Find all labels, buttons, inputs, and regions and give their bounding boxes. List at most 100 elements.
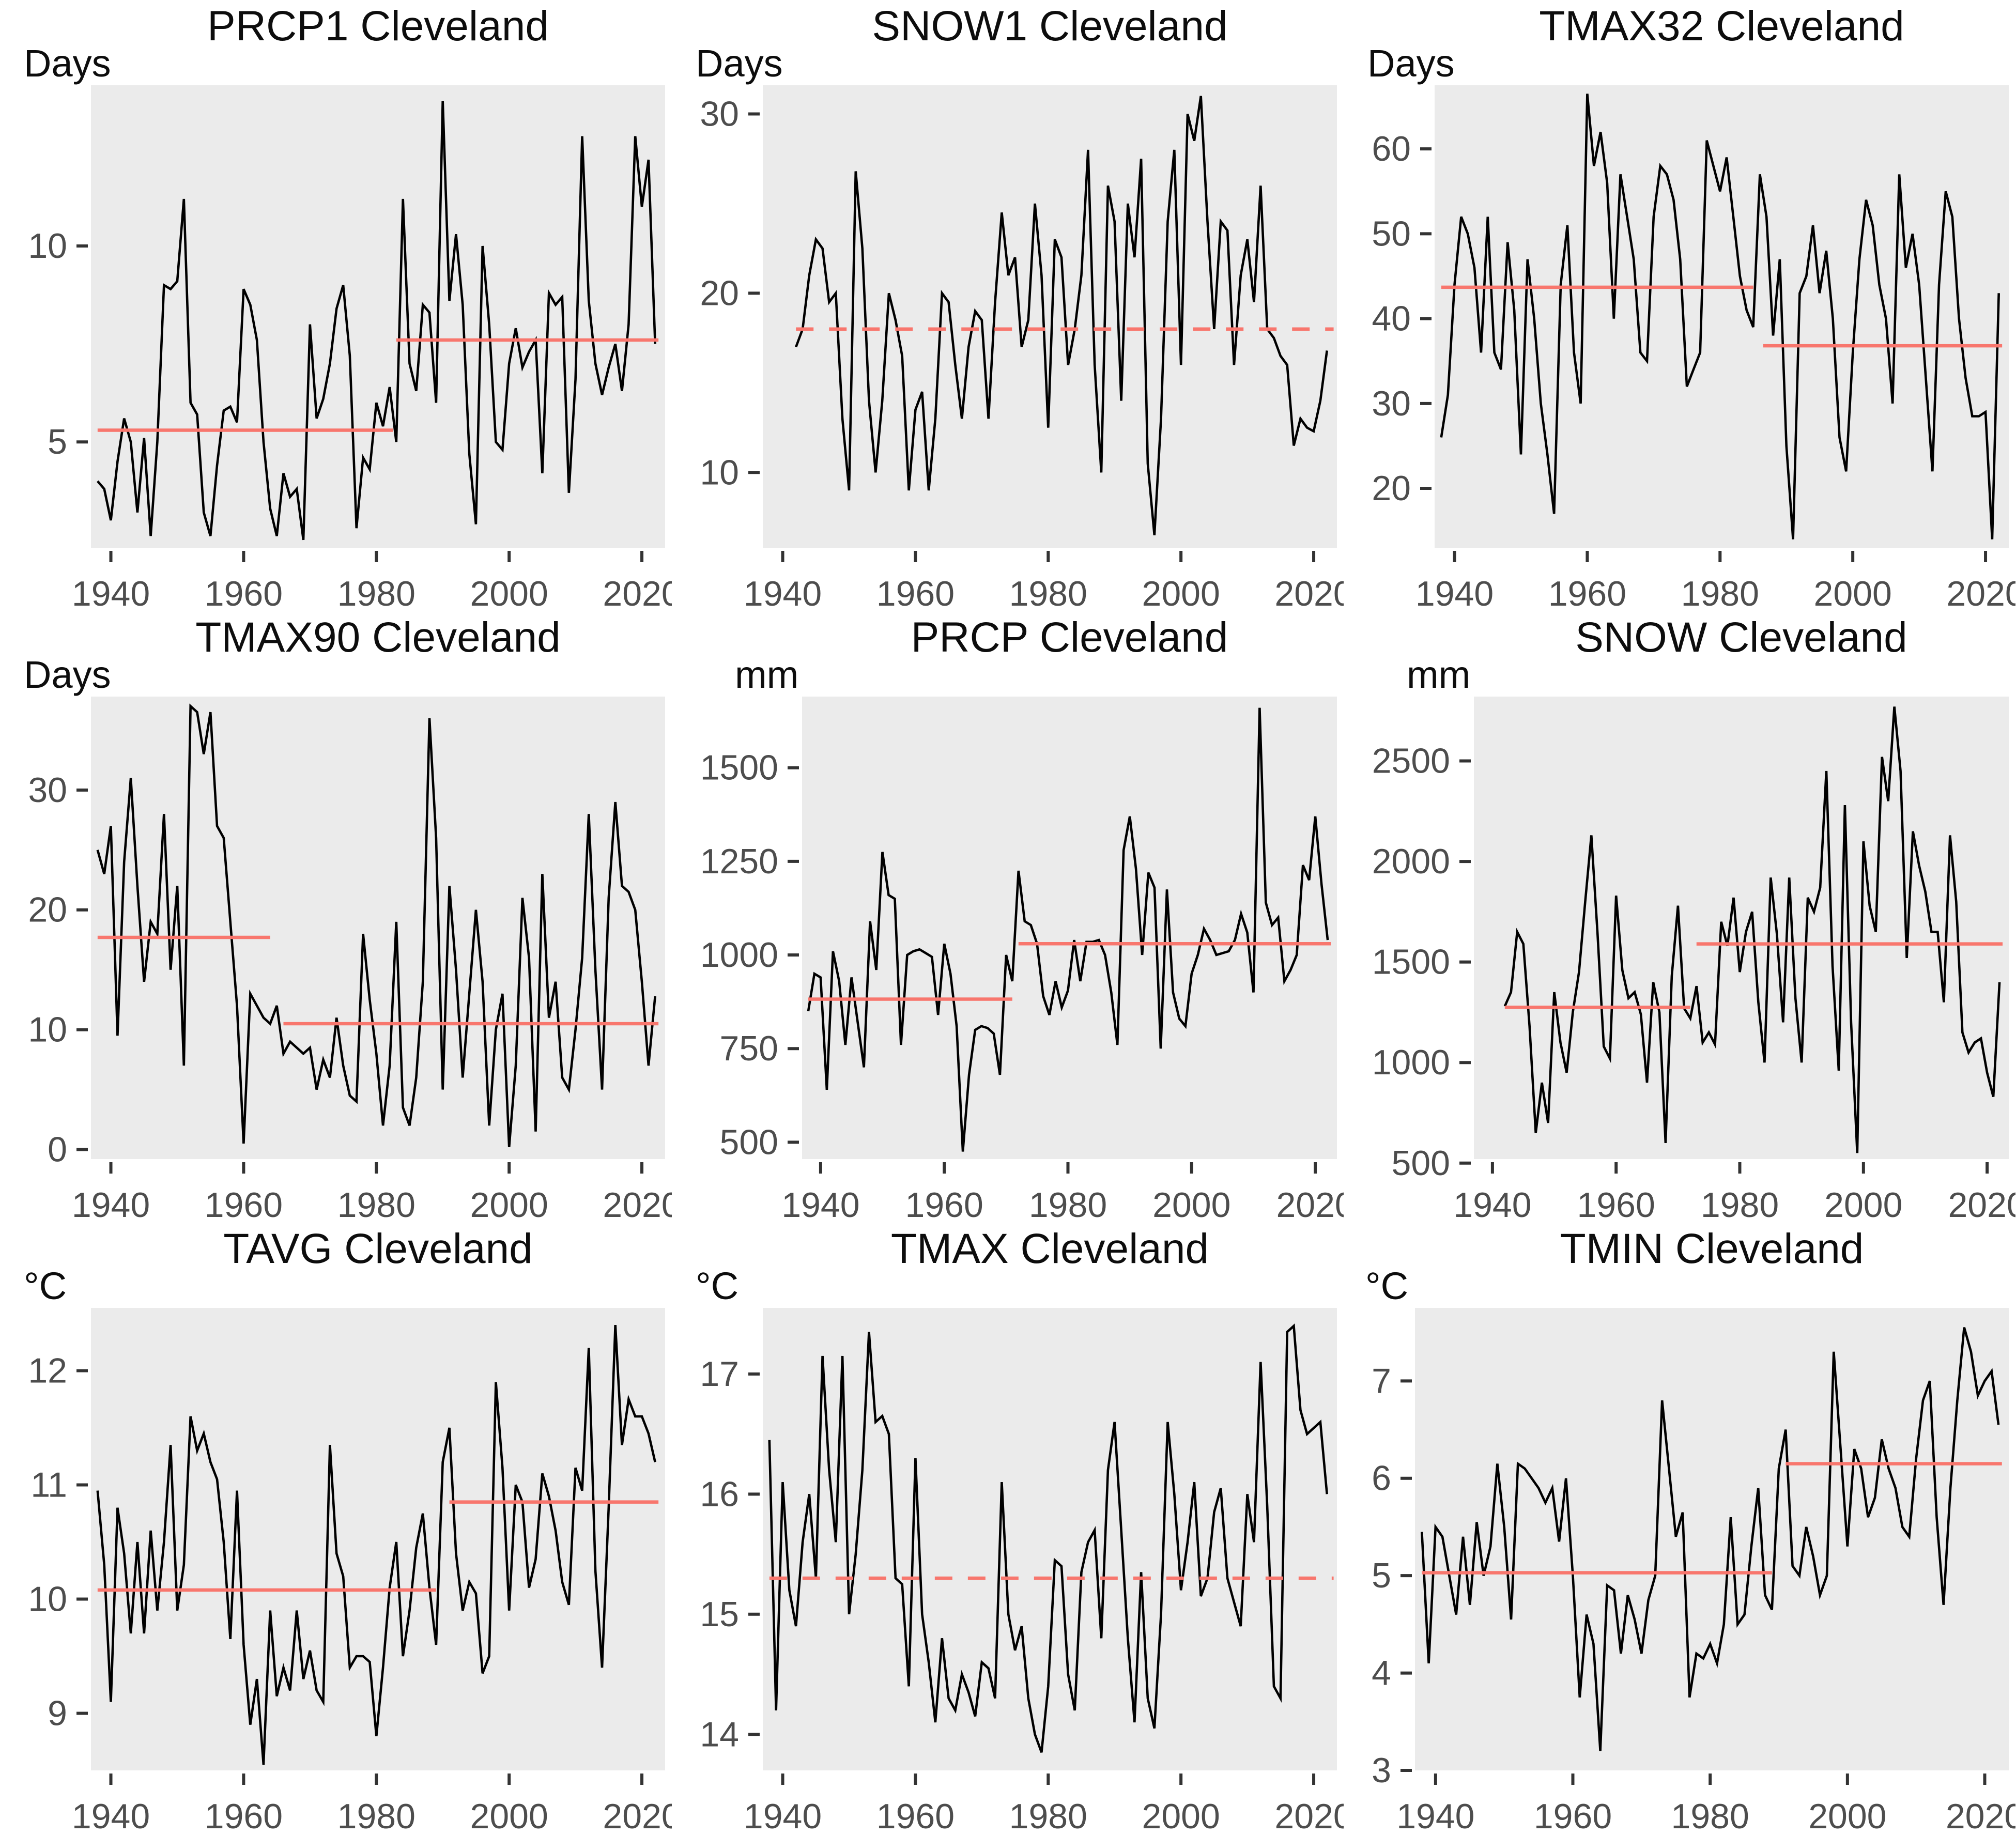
y-axis-unit-label: °C xyxy=(1365,1265,1408,1307)
x-tick-label: 2020 xyxy=(603,1185,672,1223)
chart-panel-prcp1: PRCP1 Cleveland Days 5 10 1940 1960 1980 2000 20… xyxy=(0,0,672,611)
y-tick-label: 50 xyxy=(1372,214,1411,253)
y-tick-label: 20 xyxy=(28,890,67,930)
panel-title: TMIN Cleveland xyxy=(1560,1225,1864,1272)
plot-area xyxy=(802,697,1337,1159)
y-axis-unit-label: °C xyxy=(24,1265,67,1307)
y-tick-label: 6 xyxy=(1372,1459,1391,1498)
y-axis-unit-label: mm xyxy=(735,653,798,696)
x-tick-label: 1940 xyxy=(781,1185,859,1223)
y-tick-label: 2000 xyxy=(1372,842,1450,881)
panel-svg: TMAX90 Cleveland Days 0 10 20 30 1940 1960 1980 2… xyxy=(24,614,672,1223)
x-tick-label: 2000 xyxy=(1142,574,1220,611)
panel-svg: SNOW1 Cleveland Days 10 20 30 1940 1960 1980 200… xyxy=(696,3,1344,611)
series-line xyxy=(1503,706,2001,1153)
x-tick-label: 1980 xyxy=(337,1797,415,1834)
series-line xyxy=(97,101,656,541)
chart-panel-tavg: TAVG Cleveland °C 9 10 11 12 1940 1960 1980 2000 2… xyxy=(0,1223,672,1834)
x-tick-label: 2000 xyxy=(470,1797,548,1834)
x-tick-label: 2020 xyxy=(1948,1185,2015,1223)
y-tick-label: 10 xyxy=(700,453,739,492)
series-line xyxy=(1421,1327,2000,1751)
x-tick-label: 1940 xyxy=(744,1797,822,1834)
chart-panel-tmin: TMIN Cleveland °C 3 4 5 6 7 1940 1960 1980 2000 202… xyxy=(1344,1223,2015,1834)
x-tick-label: 2020 xyxy=(1276,1185,1344,1223)
x-tick-label: 1960 xyxy=(1548,574,1626,611)
x-tick-label: 2020 xyxy=(603,1797,672,1834)
y-tick-label: 1500 xyxy=(1372,943,1450,982)
chart-panel-tmax: TMAX Cleveland °C 14 15 16 17 1940 1960 1980 2000… xyxy=(672,1223,1344,1834)
y-tick-label: 20 xyxy=(1372,469,1411,508)
panel-svg: TAVG Cleveland °C 9 10 11 12 1940 1960 1980 2000 2… xyxy=(24,1225,672,1834)
y-tick-label: 500 xyxy=(720,1122,778,1162)
x-tick-label: 1980 xyxy=(1701,1185,1779,1223)
y-tick-label: 5 xyxy=(1372,1556,1391,1595)
y-axis-unit-label: mm xyxy=(1407,653,1470,696)
series-line xyxy=(1440,94,2000,539)
chart-panel-tmax32: TMAX32 Cleveland Days 20 30 40 50 60 1940 1960 19… xyxy=(1344,0,2015,611)
plot-area xyxy=(763,1308,1337,1770)
y-axis-unit-label: Days xyxy=(24,42,111,85)
panel-svg: TMAX Cleveland °C 14 15 16 17 1940 1960 1980 2000… xyxy=(696,1225,1344,1834)
plot-area xyxy=(1474,697,2009,1159)
y-tick-label: 60 xyxy=(1372,129,1411,168)
plot-area xyxy=(763,85,1337,548)
x-tick-label: 2000 xyxy=(470,574,548,611)
panel-svg: PRCP1 Cleveland Days 5 10 1940 1960 1980 2000 20… xyxy=(24,3,672,611)
y-tick-label: 1250 xyxy=(700,842,778,881)
x-tick-label: 2000 xyxy=(1824,1185,1902,1223)
panel-svg: PRCP Cleveland mm 500 750 1000 1250 1500 1940 19… xyxy=(700,614,1344,1223)
x-tick-label: 1960 xyxy=(205,1185,283,1223)
y-axis-unit-label: °C xyxy=(696,1265,738,1307)
chart-panel-tmax90: TMAX90 Cleveland Days 0 10 20 30 1940 1960 1980 2… xyxy=(0,611,672,1223)
panel-title: PRCP1 Cleveland xyxy=(207,3,549,50)
panel-title: SNOW1 Cleveland xyxy=(872,3,1227,50)
x-tick-label: 1980 xyxy=(1671,1797,1749,1834)
y-tick-label: 10 xyxy=(28,226,67,266)
y-tick-label: 5 xyxy=(48,422,67,461)
x-tick-label: 2000 xyxy=(470,1185,548,1223)
series-line xyxy=(768,1323,1328,1753)
x-tick-label: 1960 xyxy=(905,1185,983,1223)
y-tick-label: 30 xyxy=(1372,384,1411,423)
panel-title: TMAX90 Cleveland xyxy=(195,614,560,661)
x-tick-label: 1960 xyxy=(1534,1797,1612,1834)
plot-area xyxy=(91,85,665,548)
y-tick-label: 500 xyxy=(1392,1144,1450,1183)
y-tick-label: 11 xyxy=(30,1466,67,1505)
y-tick-label: 16 xyxy=(700,1474,739,1514)
x-tick-label: 1980 xyxy=(1029,1185,1107,1223)
y-axis-unit-label: Days xyxy=(696,42,783,85)
x-tick-label: 2020 xyxy=(1946,574,2015,611)
x-tick-label: 1960 xyxy=(876,574,955,611)
x-tick-label: 1980 xyxy=(337,574,415,611)
y-tick-label: 7 xyxy=(1372,1361,1391,1400)
x-tick-label: 1940 xyxy=(72,1185,150,1223)
y-tick-label: 3 xyxy=(1372,1751,1391,1790)
x-tick-label: 1940 xyxy=(744,574,822,611)
y-tick-label: 4 xyxy=(1372,1654,1391,1693)
panel-svg: SNOW Cleveland mm 500 1000 1500 2000 2500 1940 1… xyxy=(1372,614,2015,1223)
series-line xyxy=(96,1324,656,1765)
series-line xyxy=(807,707,1329,1152)
x-tick-label: 2020 xyxy=(1946,1797,2015,1834)
x-tick-label: 2000 xyxy=(1814,574,1892,611)
y-tick-label: 10 xyxy=(28,1580,67,1619)
x-tick-label: 1980 xyxy=(1009,574,1087,611)
x-tick-label: 1940 xyxy=(72,574,150,611)
panel-svg: TMIN Cleveland °C 3 4 5 6 7 1940 1960 1980 2000 202… xyxy=(1365,1225,2015,1834)
plot-area xyxy=(91,697,665,1159)
plot-area xyxy=(1435,85,2009,548)
x-tick-label: 1940 xyxy=(1415,574,1494,611)
x-tick-label: 2000 xyxy=(1142,1797,1220,1834)
panel-title: PRCP Cleveland xyxy=(911,614,1228,661)
x-tick-label: 1980 xyxy=(1681,574,1759,611)
y-tick-label: 17 xyxy=(700,1354,739,1394)
y-tick-label: 12 xyxy=(28,1351,67,1391)
x-tick-label: 2000 xyxy=(1152,1185,1230,1223)
series-line xyxy=(795,96,1328,535)
y-tick-label: 15 xyxy=(700,1595,739,1634)
y-tick-label: 14 xyxy=(700,1715,739,1754)
x-tick-label: 1940 xyxy=(1396,1797,1474,1834)
